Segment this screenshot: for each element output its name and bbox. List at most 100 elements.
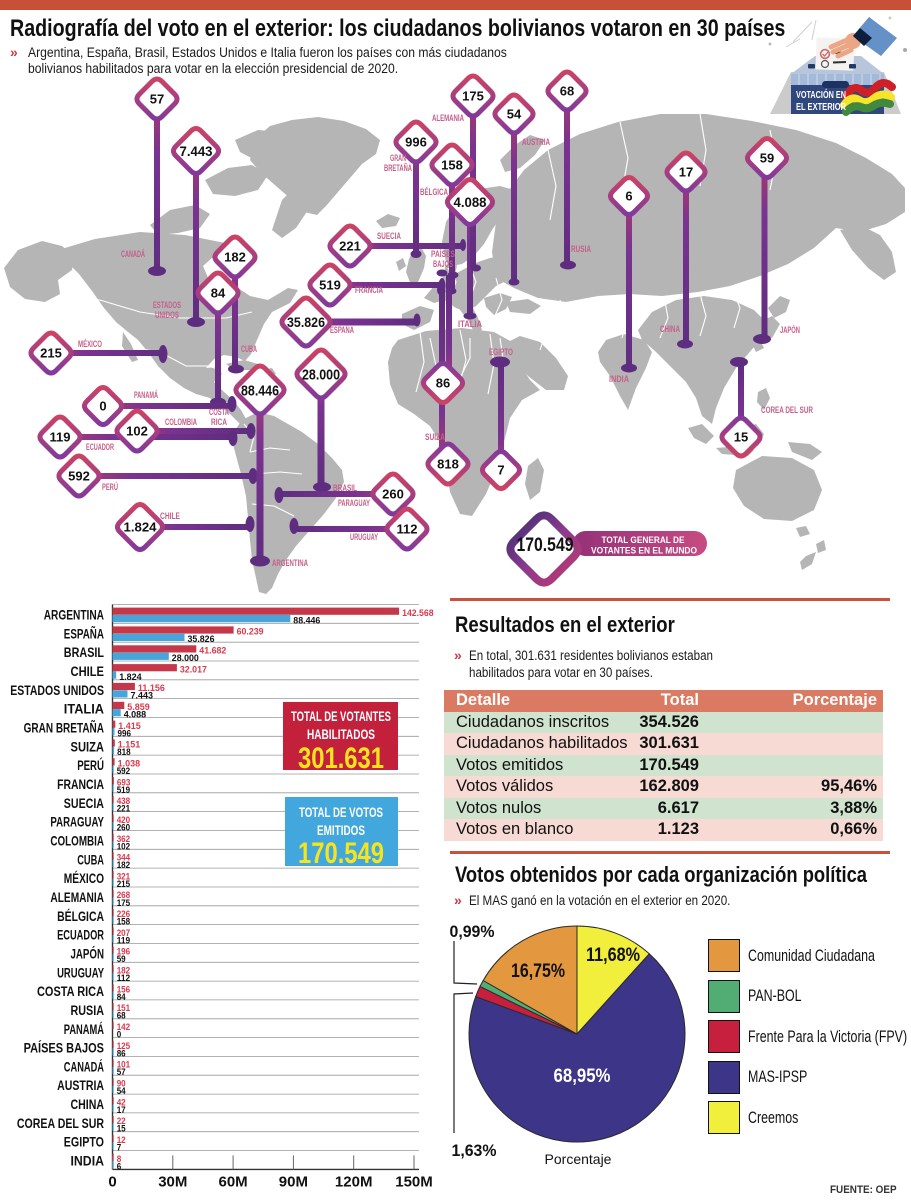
svg-text:268: 268	[117, 890, 131, 901]
svg-text:EL EXTERIOR: EL EXTERIOR	[796, 102, 847, 113]
svg-text:TOTAL DE VOTOS: TOTAL DE VOTOS	[299, 805, 383, 820]
svg-text:0: 0	[108, 1173, 116, 1190]
svg-text:170.549: 170.549	[298, 837, 384, 870]
svg-text:221: 221	[339, 239, 361, 254]
svg-text:175: 175	[462, 89, 484, 104]
svg-text:22: 22	[117, 1116, 126, 1127]
svg-text:68: 68	[560, 84, 574, 99]
svg-text:4.088: 4.088	[454, 194, 487, 210]
svg-text:150M: 150M	[395, 1173, 433, 1190]
svg-text:GRAN: GRAN	[390, 153, 406, 163]
svg-text:17: 17	[117, 1105, 126, 1116]
svg-text:PAÍSES BAJOS: PAÍSES BAJOS	[24, 1041, 104, 1056]
svg-text:VOTANTES EN EL MUNDO: VOTANTES EN EL MUNDO	[591, 546, 697, 557]
svg-text:CANADÁ: CANADÁ	[121, 249, 145, 259]
svg-text:170.549: 170.549	[517, 535, 574, 556]
svg-text:120M: 120M	[335, 1173, 373, 1190]
svg-text:1.415: 1.415	[118, 721, 141, 732]
svg-text:112: 112	[397, 522, 418, 537]
svg-text:ESTADOS: ESTADOS	[153, 300, 181, 310]
svg-text:SUECIA: SUECIA	[64, 796, 104, 811]
svg-text:15: 15	[734, 430, 748, 445]
svg-text:INDIA: INDIA	[71, 1154, 105, 1169]
svg-text:35.826: 35.826	[188, 634, 215, 645]
svg-text:362: 362	[117, 834, 131, 845]
svg-text:6: 6	[117, 1161, 122, 1172]
svg-text:ECUADOR: ECUADOR	[57, 928, 104, 943]
svg-text:ARGENTINA: ARGENTINA	[44, 608, 104, 623]
svg-text:ECUADOR: ECUADOR	[86, 442, 114, 452]
svg-text:ITALIA: ITALIA	[458, 319, 482, 329]
svg-text:68: 68	[117, 1011, 126, 1022]
svg-text:119: 119	[117, 935, 131, 946]
svg-text:125: 125	[117, 1041, 131, 1052]
svg-text:SUIZA: SUIZA	[71, 739, 105, 754]
svg-text:35.826: 35.826	[287, 314, 325, 330]
svg-text:60.239: 60.239	[237, 627, 264, 638]
svg-text:693: 693	[117, 777, 130, 788]
svg-text:FRANCIA: FRANCIA	[57, 777, 104, 792]
svg-text:Porcentaje: Porcentaje	[545, 1151, 612, 1167]
svg-text:GRAN BRETAÑA: GRAN BRETAÑA	[24, 721, 105, 736]
svg-text:URUGUAY: URUGUAY	[350, 532, 378, 542]
svg-text:MÉXICO: MÉXICO	[78, 339, 102, 349]
svg-text:ARGENTINA: ARGENTINA	[272, 558, 308, 568]
svg-text:BÉLGICA: BÉLGICA	[57, 909, 104, 924]
svg-text:7.443: 7.443	[180, 143, 213, 159]
svg-text:88.446: 88.446	[293, 615, 320, 626]
svg-text:BAJOS: BAJOS	[433, 259, 453, 269]
svg-text:59: 59	[117, 954, 126, 965]
svg-text:7: 7	[117, 1143, 122, 1154]
svg-text:CHILE: CHILE	[160, 511, 180, 521]
svg-text:57: 57	[117, 1067, 126, 1078]
svg-text:CHINA: CHINA	[71, 1097, 105, 1112]
svg-text:INDIA: INDIA	[609, 374, 629, 384]
svg-text:COSTA: COSTA	[209, 407, 229, 417]
svg-text:182: 182	[117, 860, 131, 871]
svg-text:60M: 60M	[219, 1173, 248, 1190]
svg-text:AUSTRIA: AUSTRIA	[522, 137, 550, 147]
svg-text:ALEMANIA: ALEMANIA	[432, 113, 464, 123]
svg-text:102: 102	[117, 841, 131, 852]
svg-text:VOTACIÓN EN: VOTACIÓN EN	[796, 88, 846, 101]
svg-text:4.088: 4.088	[124, 709, 147, 720]
svg-text:CANADÁ: CANADÁ	[64, 1059, 104, 1074]
svg-text:EGIPTO: EGIPTO	[489, 347, 513, 357]
svg-text:PARAGUAY: PARAGUAY	[338, 498, 370, 508]
svg-text:1.824: 1.824	[119, 672, 142, 683]
svg-text:UNIDOS: UNIDOS	[155, 310, 179, 320]
svg-text:54: 54	[507, 107, 522, 122]
svg-text:COLOMBIA: COLOMBIA	[50, 834, 104, 849]
svg-text:151: 151	[117, 1003, 131, 1014]
svg-text:119: 119	[50, 430, 71, 445]
svg-text:CUBA: CUBA	[241, 344, 257, 354]
svg-text:30M: 30M	[158, 1173, 187, 1190]
svg-text:MÉXICO: MÉXICO	[64, 871, 104, 886]
svg-text:996: 996	[118, 728, 132, 739]
svg-text:221: 221	[117, 804, 131, 815]
svg-text:519: 519	[319, 278, 341, 293]
svg-text:PERÚ: PERÚ	[102, 481, 118, 492]
svg-text:5.859: 5.859	[127, 702, 150, 713]
svg-text:URUGUAY: URUGUAY	[57, 965, 104, 980]
svg-text:84: 84	[211, 286, 226, 301]
svg-text:ESTADOS UNIDOS: ESTADOS UNIDOS	[10, 683, 104, 698]
svg-text:207: 207	[117, 928, 131, 939]
svg-text:11.156: 11.156	[138, 683, 165, 694]
svg-text:260: 260	[117, 822, 131, 833]
svg-text:818: 818	[117, 747, 131, 758]
svg-text:TOTAL GENERAL DE: TOTAL GENERAL DE	[602, 535, 685, 546]
svg-text:1,63%: 1,63%	[452, 1141, 497, 1160]
svg-text:175: 175	[117, 898, 131, 909]
svg-text:COSTA RICA: COSTA RICA	[37, 984, 104, 999]
svg-text:EGIPTO: EGIPTO	[64, 1135, 104, 1150]
svg-text:182: 182	[117, 966, 131, 977]
svg-text:16,75%: 16,75%	[511, 961, 565, 982]
svg-text:28.000: 28.000	[172, 653, 199, 664]
svg-text:215: 215	[40, 346, 62, 361]
svg-text:ESPAÑA: ESPAÑA	[64, 626, 104, 641]
svg-text:28.000: 28.000	[302, 366, 340, 383]
svg-text:420: 420	[117, 815, 131, 826]
svg-text:41.682: 41.682	[199, 646, 226, 657]
svg-text:EMITIDOS: EMITIDOS	[317, 823, 365, 838]
